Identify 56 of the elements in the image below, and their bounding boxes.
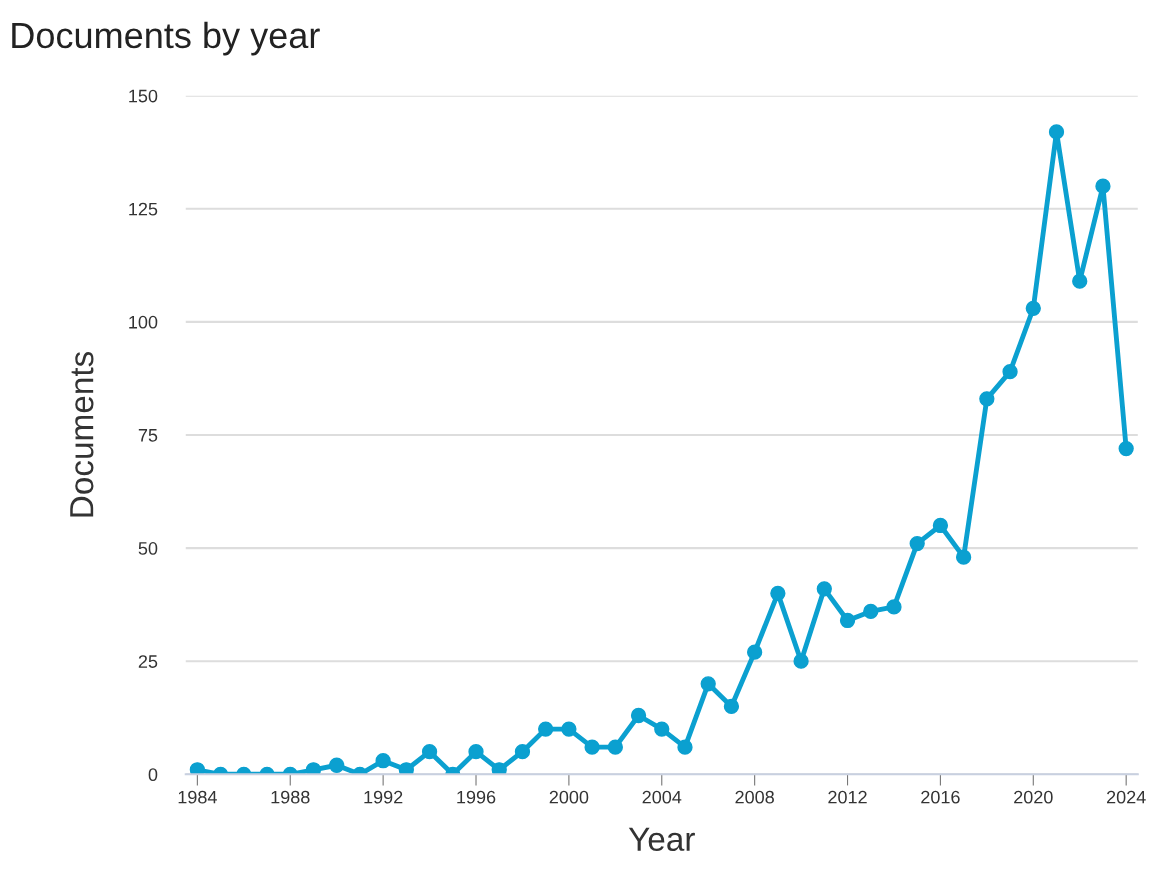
point [955, 549, 972, 565]
x-tick-label: 2016 [921, 790, 960, 804]
point [375, 753, 391, 769]
point [329, 757, 345, 773]
y-tick-label: 0 [148, 768, 158, 782]
point [770, 585, 786, 601]
y-tick-label: 50 [138, 542, 158, 555]
point [863, 603, 879, 620]
point [932, 517, 949, 534]
y-axis-title: Documents [70, 351, 94, 517]
point [468, 744, 484, 760]
y-tick-label: 125 [129, 202, 158, 216]
point [630, 707, 647, 724]
y-tick-label: 100 [129, 315, 158, 329]
point [1048, 124, 1065, 140]
point [514, 744, 531, 760]
x-tick-label: 2012 [828, 790, 867, 804]
point [909, 535, 925, 552]
point [839, 612, 856, 629]
point [793, 653, 809, 669]
point [1095, 178, 1111, 194]
point [816, 581, 832, 597]
point [421, 744, 438, 760]
point [700, 676, 716, 692]
point [305, 762, 322, 775]
x-tick-label: 1988 [271, 790, 310, 804]
x-tick-label: 2008 [735, 790, 774, 804]
point [654, 721, 670, 737]
point [979, 391, 995, 407]
point [747, 644, 763, 660]
x-tick-label: 1984 [178, 790, 217, 804]
y-tick-label: 25 [138, 655, 158, 668]
point [723, 698, 740, 715]
point [1072, 273, 1088, 289]
point [886, 599, 902, 615]
chart-title: Documents by year [12, 21, 320, 56]
point [1002, 364, 1018, 380]
point [538, 721, 554, 737]
x-tick-label: 1992 [364, 790, 403, 804]
point [1118, 440, 1134, 457]
point [1025, 300, 1041, 316]
point [189, 762, 206, 775]
point [677, 739, 693, 755]
point [607, 739, 623, 755]
x-tick-label: 2024 [1107, 790, 1146, 804]
x-tick-label: 2020 [1014, 790, 1053, 804]
y-tick-label: 150 [129, 89, 158, 103]
point [491, 762, 507, 775]
x-tick-label: 2000 [549, 790, 589, 804]
point [561, 721, 577, 737]
point [584, 739, 600, 755]
y-tick-label: 75 [138, 429, 158, 442]
x-tick-label: 1996 [457, 790, 496, 804]
x-axis-title: Year [628, 827, 695, 852]
point [398, 762, 414, 775]
x-tick-label: 2004 [642, 790, 682, 804]
